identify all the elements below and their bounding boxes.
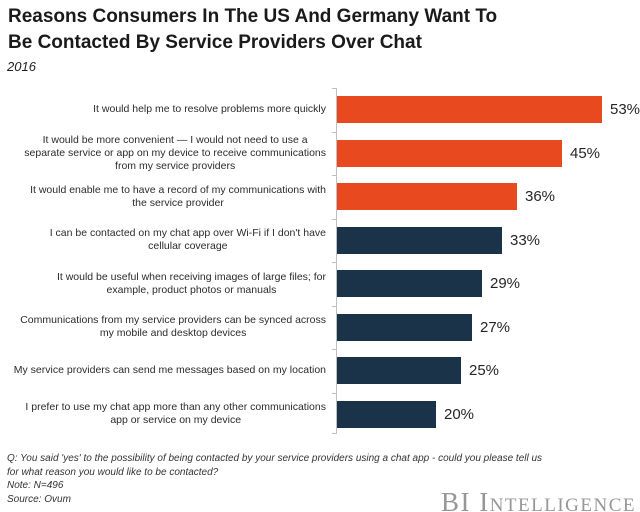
chart-row: It would enable me to have a record of m…: [0, 175, 640, 219]
axis-tick: [332, 88, 336, 89]
chart-row: It would be useful when receiving images…: [0, 262, 640, 306]
chart-row: Communications from my service providers…: [0, 306, 640, 350]
bar: [336, 400, 436, 428]
bi-intelligence-logo: BI Intelligence: [440, 487, 636, 512]
value-label: 53%: [610, 101, 640, 119]
axis-tick: [332, 132, 336, 133]
bar-chart: It would help me to resolve problems mor…: [0, 88, 640, 436]
value-label: 29%: [490, 275, 521, 293]
bar: [336, 270, 482, 298]
source-note: Source: Ovum: [7, 493, 71, 505]
value-label: 20%: [444, 405, 475, 423]
bar: [336, 226, 502, 254]
bar: [336, 313, 472, 341]
plot-cell: 36%: [336, 175, 640, 219]
sample-size-note: Note: N=496: [7, 480, 64, 491]
footnotes: Q: You said 'yes' to the possibility of …: [7, 452, 542, 506]
chart-row: It would help me to resolve problems mor…: [0, 88, 640, 132]
axis-tick: [332, 262, 336, 263]
value-label: 33%: [510, 231, 541, 249]
chart-subtitle: 2016: [7, 59, 36, 74]
value-label: 45%: [570, 144, 601, 162]
chart-row: I can be contacted on my chat app over W…: [0, 219, 640, 263]
chart-rows: It would help me to resolve problems mor…: [0, 88, 640, 436]
category-label: It would enable me to have a record of m…: [30, 183, 326, 209]
bar: [336, 183, 517, 211]
category-label: I prefer to use my chat app more than an…: [25, 401, 326, 427]
value-label: 27%: [480, 318, 511, 336]
category-label: It would be more convenient — I would no…: [24, 133, 326, 172]
bar: [336, 139, 562, 167]
plot-cell: 33%: [336, 219, 640, 263]
category-label: Communications from my service providers…: [20, 314, 326, 340]
axis-tick: [332, 393, 336, 394]
axis-tick: [332, 349, 336, 350]
question-note: Q: You said 'yes' to the possibility of …: [7, 453, 543, 478]
bar: [336, 357, 461, 385]
chart-row: My service providers can send me message…: [0, 349, 640, 393]
category-axis-line: [336, 88, 337, 434]
chart-row: I prefer to use my chat app more than an…: [0, 393, 640, 437]
axis-tick: [332, 175, 336, 176]
category-label: It would help me to resolve problems mor…: [93, 103, 326, 116]
category-label: I can be contacted on my chat app over W…: [49, 227, 326, 253]
plot-cell: 53%: [336, 88, 640, 132]
plot-cell: 20%: [336, 393, 640, 437]
plot-cell: 29%: [336, 262, 640, 306]
plot-cell: 45%: [336, 132, 640, 176]
chart-row: It would be more convenient — I would no…: [0, 132, 640, 176]
value-label: 25%: [469, 362, 500, 380]
bar: [336, 96, 602, 124]
value-label: 36%: [525, 188, 556, 206]
category-label: It would be useful when receiving images…: [56, 270, 326, 296]
plot-cell: 25%: [336, 349, 640, 393]
plot-cell: 27%: [336, 306, 640, 350]
axis-tick: [332, 433, 336, 434]
category-label: My service providers can send me message…: [13, 364, 326, 377]
axis-tick: [332, 306, 336, 307]
axis-tick: [332, 219, 336, 220]
chart-title: Reasons Consumers In The US And Germany …: [8, 6, 498, 53]
